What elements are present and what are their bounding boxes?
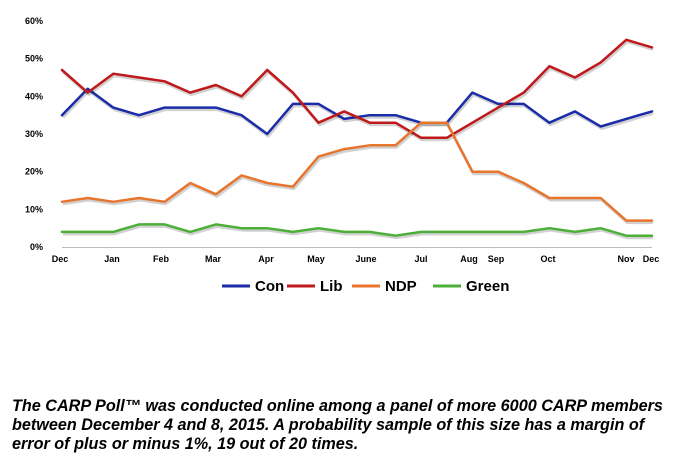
legend: Con Lib NDP Green — [222, 278, 509, 295]
x-tick-label: Mar — [205, 254, 222, 264]
x-tick-label: Feb — [153, 254, 170, 264]
y-tick-label: 30% — [25, 129, 43, 139]
y-tick-label: 60% — [25, 16, 43, 26]
legend-label-lib: Lib — [320, 278, 343, 295]
series-lines — [60, 38, 654, 240]
x-tick-label: May — [307, 254, 325, 264]
x-tick-label: Dec — [52, 254, 69, 264]
x-tick-label: Nov — [617, 254, 634, 264]
y-tick-label: 40% — [25, 91, 43, 101]
y-tick-label: 10% — [25, 204, 43, 214]
x-axis-ticks: Dec Jan Feb Mar Apr May June Jul Aug Sep Oct Nov Dec — [52, 254, 660, 264]
series-line-shadow-lib — [62, 40, 654, 142]
x-tick-label: Sep — [488, 254, 505, 264]
legend-label-con: Con — [255, 278, 284, 295]
series-line-shadow-green — [63, 224, 653, 240]
legend-label-ndp: NDP — [385, 278, 417, 295]
x-tick-label: June — [355, 254, 376, 264]
y-tick-label: 0% — [30, 242, 43, 252]
x-tick-label: Oct — [540, 254, 555, 264]
legend-label-green: Green — [466, 278, 509, 295]
line-chart: 0% 10% 20% 30% 40% 50% 60% Dec Jan Feb Mar Apr May J… — [25, 16, 660, 295]
x-tick-label: Aug — [460, 254, 478, 264]
x-tick-label: Jan — [104, 254, 120, 264]
series-line-shadow-con — [61, 89, 654, 138]
series-line-green — [60, 223, 654, 237]
x-tick-label: Jul — [414, 254, 427, 264]
y-tick-label: 50% — [25, 54, 43, 64]
series-line-con — [60, 87, 654, 136]
series-line-lib — [60, 38, 654, 140]
x-tick-label: Dec — [643, 254, 660, 264]
y-axis-ticks: 0% 10% 20% 30% 40% 50% 60% — [25, 16, 43, 252]
x-tick-label: Apr — [258, 254, 274, 264]
series-line-ndp — [60, 121, 654, 222]
series-line-shadow-ndp — [62, 123, 653, 225]
poll-caption: The CARP Poll™ was conducted online amon… — [12, 397, 663, 453]
y-tick-label: 20% — [25, 167, 43, 177]
